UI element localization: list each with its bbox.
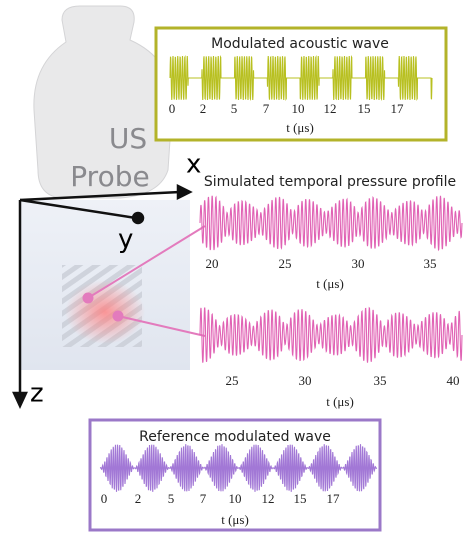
tick-label: 0 (101, 491, 108, 506)
tick-label: 25 (279, 256, 292, 271)
tick-label: 40 (447, 373, 460, 388)
waveform (200, 308, 462, 363)
panel-title: Modulated acoustic wave (211, 36, 389, 52)
probe-label: Probe (70, 160, 149, 193)
axis-label: t (μs) (221, 512, 249, 527)
tick-label: 35 (424, 256, 437, 271)
tick-label: 7 (263, 101, 270, 116)
axis-label: t (μs) (326, 394, 354, 409)
focus-glow (65, 280, 145, 344)
x-axis-head (178, 186, 190, 198)
waveform (200, 196, 462, 250)
tick-label: 10 (292, 101, 305, 116)
tick-label: 7 (200, 491, 207, 506)
tick-label: 0 (169, 101, 176, 116)
panel-title: Reference modulated wave (139, 429, 331, 445)
tick-label: 12 (262, 491, 275, 506)
tick-label: 30 (352, 256, 365, 271)
panel-title: Simulated temporal pressure profile (204, 174, 456, 190)
tick-label: 12 (324, 101, 337, 116)
tick-label: 25 (226, 373, 239, 388)
axis-label: t (μs) (316, 276, 344, 291)
y-axis-head (133, 213, 143, 223)
tick-label: 17 (391, 101, 405, 116)
axis-label: t (μs) (286, 120, 314, 135)
z-axis-head (14, 393, 26, 406)
tick-label: 35 (374, 373, 387, 388)
tick-label: 15 (294, 491, 307, 506)
point (84, 294, 93, 303)
x-axis-label: x (186, 150, 201, 180)
tick-label: 17 (327, 491, 341, 506)
tick-label: 20 (206, 256, 219, 271)
y-axis-label: y (118, 225, 133, 255)
probe-label: US (109, 122, 147, 155)
point (114, 312, 123, 321)
tick-label: 10 (229, 491, 242, 506)
tick-label: 2 (200, 101, 207, 116)
tick-label: 30 (299, 373, 312, 388)
z-axis-label: z (30, 379, 44, 409)
tick-label: 2 (135, 491, 142, 506)
tick-label: 5 (168, 491, 175, 506)
tick-label: 15 (358, 101, 371, 116)
figure: US Probe x y z Modulated acoustic wave S… (0, 0, 466, 538)
tick-label: 5 (231, 101, 238, 116)
